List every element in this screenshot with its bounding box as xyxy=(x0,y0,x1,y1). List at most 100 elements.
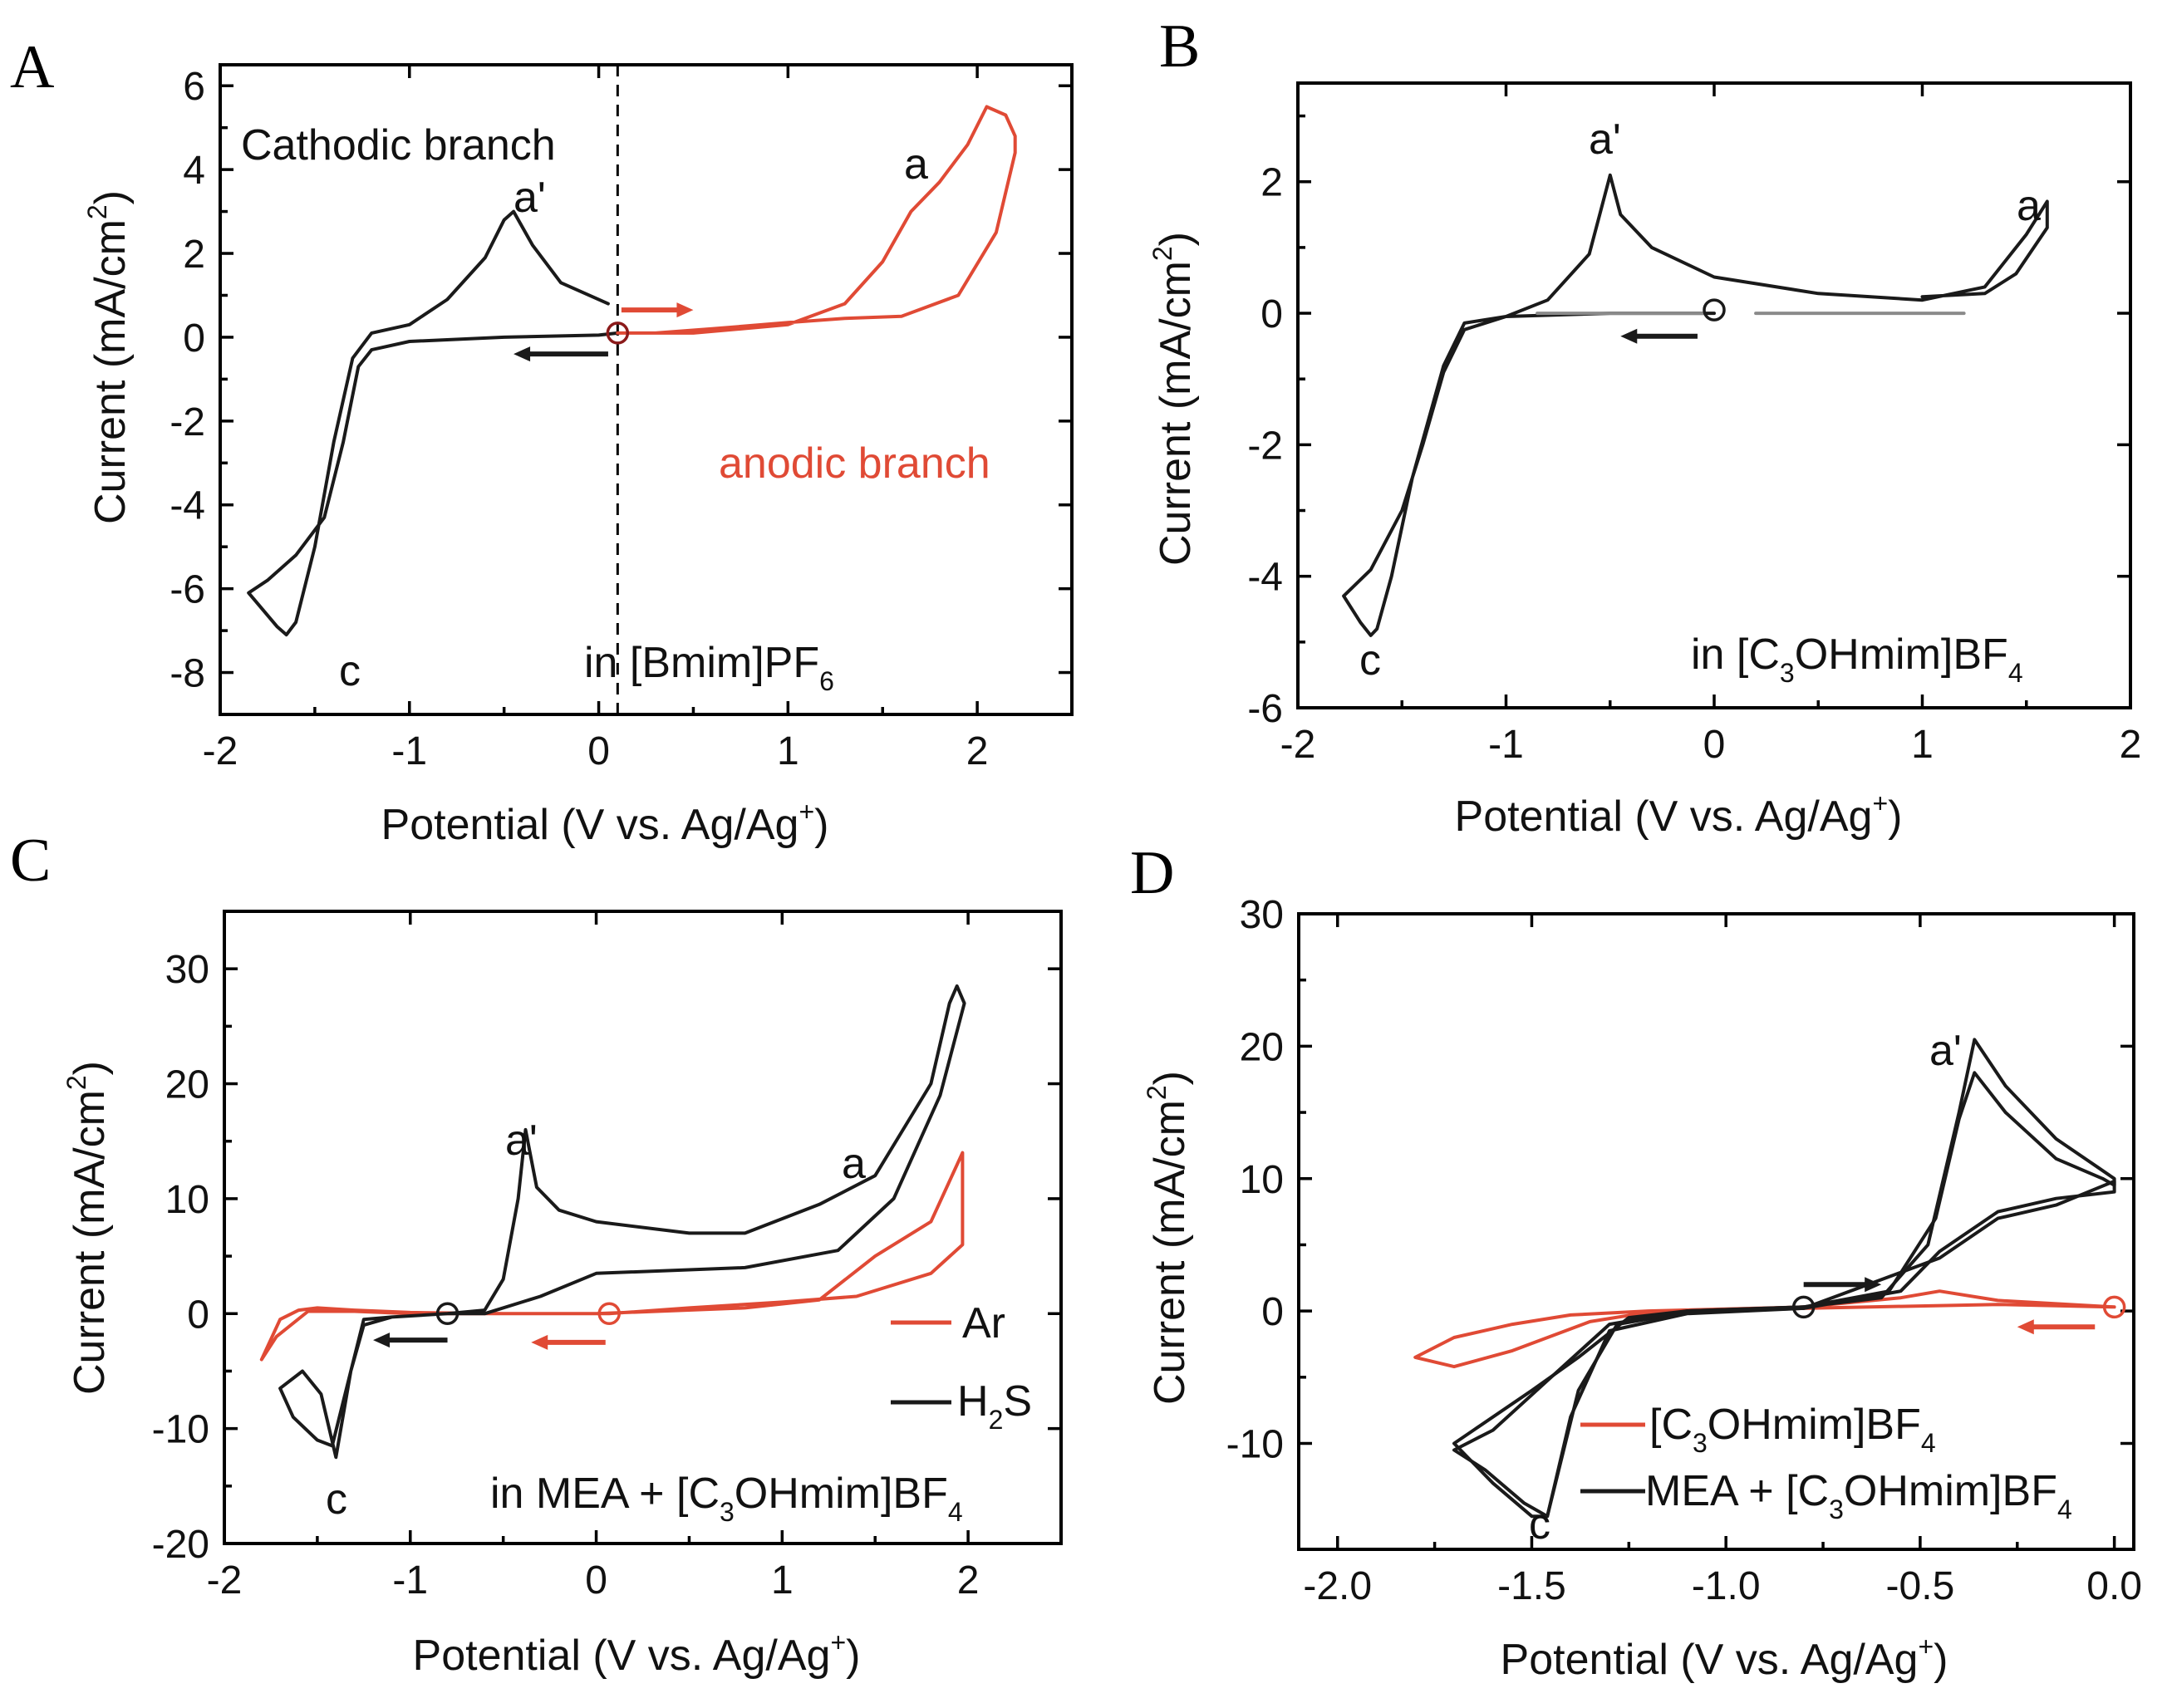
panel-a-ytick-label: -8 xyxy=(170,652,205,696)
panel-c-legend-h2s-end: S xyxy=(1003,1377,1032,1426)
panel-d-legend-1-sub2: 4 xyxy=(1921,1428,1936,1458)
panel-b-peak-a-prime: a' xyxy=(1589,115,1621,164)
panel-c-medium-sub2: 4 xyxy=(948,1497,963,1527)
panel-b-xlabel-end: ) xyxy=(1888,793,1902,841)
panel-b-ytick-label: -2 xyxy=(1247,424,1283,468)
panel-c-ytick-label: 20 xyxy=(165,1063,209,1107)
panel-d-legend-label-ionic-liquid: [C3OHmim]BF4 xyxy=(1649,1401,1936,1458)
panel-b-peak-c: c xyxy=(1359,636,1381,685)
panel-b-arrow-0-head xyxy=(1620,328,1638,344)
panel-a-ytick-label: 0 xyxy=(183,317,205,361)
panel-d-xtick-label: -1.5 xyxy=(1497,1564,1566,1608)
panel-b-series-0-curve xyxy=(1342,173,2049,637)
panel-a-medium-main: in [Bmim]PF xyxy=(584,639,819,687)
panel-b: B -2 -1 0 1 2 -6 -4 -2 0 2 a' a c in [C3OHmim]BF4… xyxy=(1147,12,2141,841)
panel-d-arrows xyxy=(1803,1277,2096,1335)
panel-d-ytick-label: 30 xyxy=(1240,893,1284,937)
panel-a-xtick-label: 2 xyxy=(966,729,989,773)
panel-c-y-axis-label: Current (mA/cm2) xyxy=(61,1061,114,1395)
panel-b-arrows xyxy=(1620,328,1698,344)
panel-c-xlabel-end: ) xyxy=(846,1632,860,1680)
panel-a-ylabel-sup: 2 xyxy=(82,204,112,219)
panel-d-legend-1-mid: OHmim]BF xyxy=(1708,1401,1921,1449)
panel-b-ylabel-end: ) xyxy=(1152,232,1200,246)
panel-b-start-marker xyxy=(1703,298,1726,321)
panel-c-curves xyxy=(259,984,966,1460)
panel-c-medium-mid: OHmim]BF xyxy=(735,1470,948,1518)
panel-c-ylabel-sup: 2 xyxy=(61,1075,91,1090)
panel-a-plot-frame xyxy=(219,63,1074,716)
panel-c-xtick-label: 0 xyxy=(585,1558,607,1602)
panel-d-start-marker xyxy=(2102,1295,2126,1319)
panel-c-ytick-label: 0 xyxy=(187,1293,209,1337)
panel-a-peak-a-prime: a' xyxy=(514,174,546,222)
panel-a-y-axis-label: Current (mA/cm2) xyxy=(82,190,135,524)
panel-d-ylabel-sup: 2 xyxy=(1142,1085,1172,1100)
panel-c-arrow-0-head xyxy=(373,1333,391,1348)
panel-d-legend-2-mid: OHmim]BF xyxy=(1844,1467,2057,1515)
panel-c-peak-c: c xyxy=(326,1475,347,1524)
panel-c-legend: Ar H2S xyxy=(891,1299,1032,1435)
panel-c-xtick-label: -2 xyxy=(207,1558,243,1602)
panel-b-medium-sub2: 4 xyxy=(2008,658,2023,688)
panel-b-ticks: -2 -1 0 1 2 -6 -4 -2 0 2 xyxy=(1247,83,2141,767)
panel-b-curves xyxy=(1342,173,2049,637)
panel-c-arrows xyxy=(373,1333,606,1350)
panel-c-medium-label: in MEA + [C3OHmim]BF4 xyxy=(490,1470,963,1527)
panel-c-ytick-label: 30 xyxy=(165,948,209,992)
panel-c-ylabel-main: Current (mA/cm xyxy=(66,1090,114,1395)
panel-d-y-axis-label: Current (mA/cm2) xyxy=(1142,1071,1194,1405)
panel-c-legend-h2s-main: H xyxy=(957,1377,989,1426)
panel-c-ytick-label: -20 xyxy=(152,1523,209,1567)
panel-a-start-markers xyxy=(606,321,630,345)
panel-a-ylabel-main: Current (mA/cm xyxy=(86,219,135,524)
panel-c-series-1-curve xyxy=(278,984,966,1460)
panel-c-xtick-label: 1 xyxy=(771,1558,794,1602)
panel-d-ytick-label: 20 xyxy=(1240,1025,1284,1069)
panel-b-xtick-label: 0 xyxy=(1703,723,1726,767)
panel-c-series-0-curve xyxy=(259,1151,965,1362)
panel-b-peak-a: a xyxy=(2017,182,2041,230)
panel-d-start-marker xyxy=(1791,1295,1816,1319)
panel-a-medium-label: in [Bmim]PF6 xyxy=(584,639,834,696)
panel-b-medium-main: in [C xyxy=(1691,631,1780,679)
panel-c-ylabel-end: ) xyxy=(66,1061,114,1075)
panel-d-arrow-0-head xyxy=(1865,1277,1882,1293)
panel-c-x-axis-label: Potential (V vs. Ag/Ag+) xyxy=(413,1627,861,1680)
panel-b-ytick-label: 2 xyxy=(1260,161,1283,205)
panel-b-xtick-label: -1 xyxy=(1488,723,1524,767)
panel-d-plot-frame xyxy=(1297,912,2135,1551)
panel-a-peak-a: a xyxy=(904,140,928,189)
panel-d-ytick-label: -10 xyxy=(1226,1423,1284,1467)
panel-a-peak-c: c xyxy=(339,647,361,695)
panel-d-legend: [C3OHmim]BF4 MEA + [C3OHmim]BF4 xyxy=(1580,1401,2072,1524)
panel-b-xlabel-main: Potential (V vs. Ag/Ag xyxy=(1455,793,1873,841)
panel-d-legend-1-main: [C xyxy=(1649,1401,1693,1449)
panel-d-ticks: -2.0 -1.5 -1.0 -0.5 0.0 -10 0 10 20 30 xyxy=(1226,893,2142,1608)
panel-b-y-axis-label: Current (mA/cm2) xyxy=(1147,232,1200,566)
panel-a-ylabel-end: ) xyxy=(86,190,135,204)
panel-d-legend-1-sub: 3 xyxy=(1693,1428,1708,1458)
panel-d-xtick-label: -2.0 xyxy=(1303,1564,1372,1608)
panel-d-ylabel-end: ) xyxy=(1146,1071,1194,1085)
panel-b-xtick-label: 1 xyxy=(1911,723,1934,767)
panel-c-medium-sub1: 3 xyxy=(720,1497,735,1527)
panel-b-x-axis-label: Potential (V vs. Ag/Ag+) xyxy=(1455,788,1903,841)
panel-a-series-0-curve xyxy=(247,209,620,637)
panel-b-medium-sub1: 3 xyxy=(1780,658,1795,688)
panel-d-arrow-1-head xyxy=(2017,1319,2034,1335)
panel-d-x-axis-label: Potential (V vs. Ag/Ag+) xyxy=(1501,1632,1948,1684)
panel-a-arrow-1-head xyxy=(514,346,531,362)
panel-c-start-marker xyxy=(597,1302,621,1326)
panel-c-legend-h2s-sub: 2 xyxy=(989,1405,1004,1435)
panel-c-ytick-label: -10 xyxy=(152,1408,209,1452)
panel-b-ytick-label: 0 xyxy=(1260,292,1283,336)
panel-letter-a: A xyxy=(10,33,54,101)
panel-a-anodic-label: anodic branch xyxy=(719,439,990,488)
panel-a-start-marker xyxy=(606,321,630,345)
panel-d-peak-a-prime: a' xyxy=(1929,1027,1962,1075)
panel-c-xtick-label: -1 xyxy=(392,1558,428,1602)
panel-b-ylabel-sup: 2 xyxy=(1147,246,1177,261)
